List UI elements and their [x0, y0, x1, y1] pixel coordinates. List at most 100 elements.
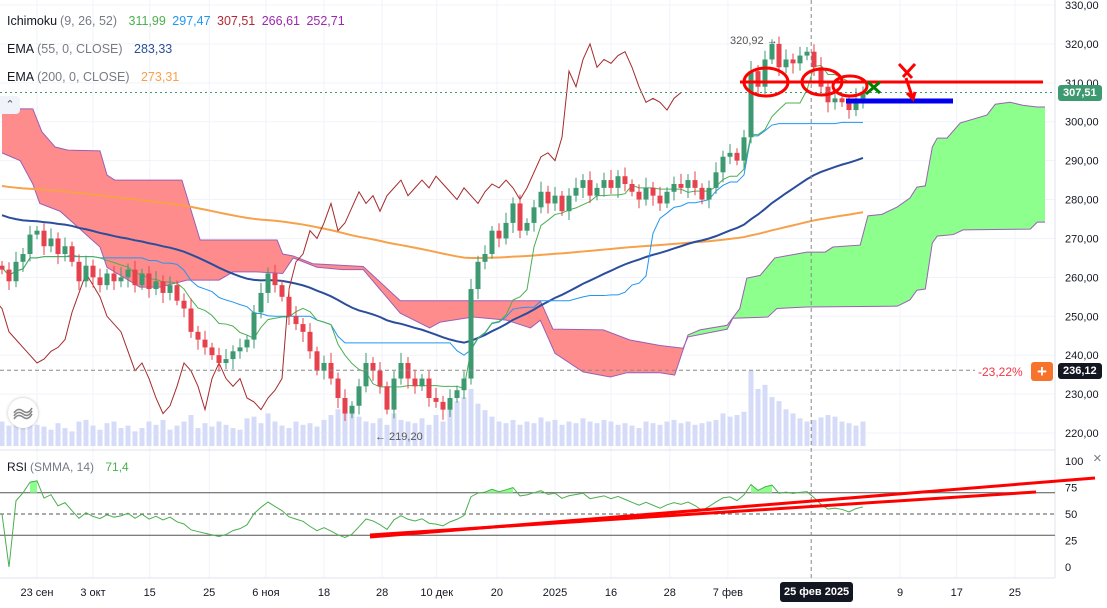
drawn-red-circle[interactable] — [800, 67, 844, 97]
cloud-bullish — [686, 102, 1045, 341]
candle-body — [706, 187, 712, 200]
price-tick-label: 280,00 — [1065, 195, 1099, 207]
volume-bar — [314, 426, 320, 446]
drawn-green-x[interactable] — [865, 80, 882, 96]
ema200-legend[interactable]: EMA (200, 0, CLOSE) 273,31 — [7, 70, 179, 84]
volume-bar — [748, 371, 754, 446]
rsi-tick-label: 25 — [1065, 536, 1077, 548]
volume-bar — [706, 421, 712, 446]
candle-body — [41, 230, 47, 247]
rsi-tick-label: 100 — [1065, 456, 1083, 468]
volume-bar — [216, 421, 222, 446]
volume-bar — [377, 418, 383, 446]
volume-bar — [489, 416, 495, 446]
logo-icon[interactable] — [8, 398, 38, 428]
candle-body — [125, 269, 131, 278]
indicator-name: EMA — [7, 42, 35, 56]
close-pane-icon[interactable]: × — [1093, 450, 1102, 467]
volume-bar — [545, 421, 551, 446]
rsi-trendline[interactable] — [369, 490, 1037, 537]
candle-body — [27, 234, 33, 255]
volume-bar — [671, 419, 677, 446]
candle-body — [755, 71, 761, 87]
volume-bar — [811, 419, 817, 446]
candle-body — [678, 183, 684, 188]
volume-bar — [587, 421, 593, 446]
candle-body — [650, 187, 656, 196]
candle-body — [475, 261, 481, 290]
candle-body — [748, 71, 754, 138]
volume-bar — [517, 424, 523, 446]
time-tick-label: 17 — [951, 587, 963, 599]
volume-bar — [230, 428, 236, 446]
candle-body — [300, 324, 306, 332]
time-tick-label: 9 — [897, 587, 903, 599]
volume-bar — [223, 424, 229, 446]
volume-bar — [405, 421, 411, 446]
rsi-overbought-fill — [506, 487, 513, 493]
volume-bar — [174, 425, 180, 446]
volume-bar — [559, 424, 565, 446]
volume-bar — [202, 423, 208, 446]
kijun-line — [1, 121, 863, 356]
rsi-tick-label: 0 — [1065, 562, 1071, 574]
rsi-pane: 100 75 50 25 0 — [0, 456, 1083, 574]
add-order-button[interactable]: + — [1031, 362, 1053, 381]
candle-body — [643, 187, 649, 200]
candle-body — [83, 265, 89, 282]
candle-body — [90, 265, 96, 278]
candle-body — [503, 222, 509, 239]
volume-bar — [482, 410, 488, 446]
volume-bar — [363, 421, 369, 446]
volume-bar — [139, 428, 145, 446]
volume-bar — [384, 424, 390, 446]
volume-bar — [118, 428, 124, 446]
volume-bar — [433, 415, 439, 446]
candle-body — [279, 285, 285, 297]
volume-bar — [251, 416, 257, 446]
ichimoku-legend[interactable]: Ichimoku (9, 26, 52) 311,99 297,47 307,51… — [7, 14, 345, 28]
candle-body — [335, 378, 341, 398]
price-tick-label: 290,00 — [1065, 156, 1099, 168]
volume-bar — [650, 423, 656, 446]
candle-body — [629, 183, 635, 192]
candle-body — [664, 191, 670, 204]
price-tick-label: 220,00 — [1065, 428, 1099, 440]
candle-body — [111, 273, 117, 282]
candle-body — [615, 176, 621, 188]
time-tick-label: 3 окт — [80, 587, 105, 599]
price-tick-label: 300,00 — [1065, 117, 1099, 129]
candle-body — [251, 312, 257, 340]
price-tick-label: 320,00 — [1065, 39, 1099, 51]
candle-body — [174, 285, 180, 301]
drawn-red-x[interactable] — [897, 62, 917, 102]
ema55-legend[interactable]: EMA (55, 0, CLOSE) 283,33 — [7, 42, 172, 56]
collapse-legend-button[interactable]: ⌃ — [0, 96, 20, 114]
time-tick-label: 18 — [318, 587, 330, 599]
volume-bar — [601, 419, 607, 446]
span-b-value: 252,71 — [306, 14, 345, 28]
user-drawings[interactable] — [369, 62, 1096, 539]
axes: 330,00320,00310,00300,00290,00280,00270,… — [0, 0, 1099, 599]
candle-body — [517, 203, 523, 231]
volume-bar — [181, 421, 187, 446]
kijun-value: 297,47 — [172, 14, 211, 28]
candle-body — [692, 180, 698, 188]
rsi-legend[interactable]: RSI (SMMA, 14) 71,4 — [7, 460, 129, 474]
candle-body — [811, 51, 817, 68]
candle-body — [608, 180, 614, 188]
volume-bar — [300, 424, 306, 446]
time-tick-label: 2025 — [543, 587, 567, 599]
indicator-params: (55, 0, CLOSE) — [37, 42, 123, 56]
span-a-value: 266,61 — [261, 14, 300, 28]
rsi-value: 71,4 — [105, 460, 129, 474]
candle-body — [384, 386, 390, 410]
drawn-red-circle[interactable] — [742, 66, 790, 98]
candle-body — [461, 378, 467, 391]
candle-body — [104, 273, 110, 286]
drawn-red-circle[interactable] — [831, 74, 869, 98]
time-tick-label: 15 — [144, 587, 156, 599]
volume-bar — [412, 423, 418, 446]
candle-body — [244, 339, 250, 348]
